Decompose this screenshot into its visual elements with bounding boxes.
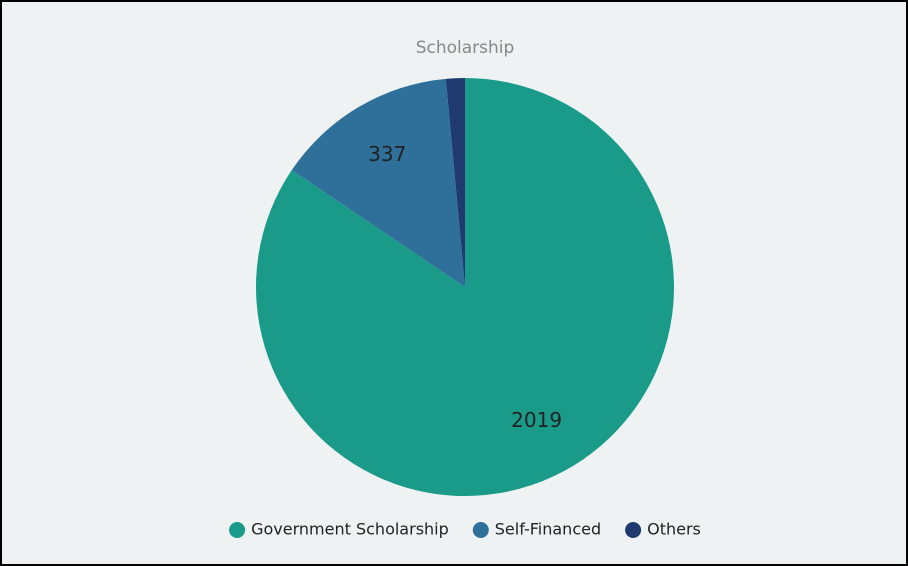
legend-label: Others bbox=[647, 520, 701, 539]
legend-marker bbox=[625, 522, 642, 538]
pie-slice bbox=[255, 78, 674, 497]
pie-slice bbox=[291, 78, 465, 287]
data-label: 2019 bbox=[511, 408, 562, 432]
legend-label: Self-Financed bbox=[495, 520, 601, 539]
legend-label: Government Scholarship bbox=[251, 520, 449, 539]
data-label: 337 bbox=[368, 142, 406, 166]
legend-marker bbox=[472, 522, 489, 538]
pie-slice bbox=[445, 78, 465, 287]
chart-title: Scholarship bbox=[416, 38, 515, 58]
legend-marker bbox=[229, 522, 246, 538]
